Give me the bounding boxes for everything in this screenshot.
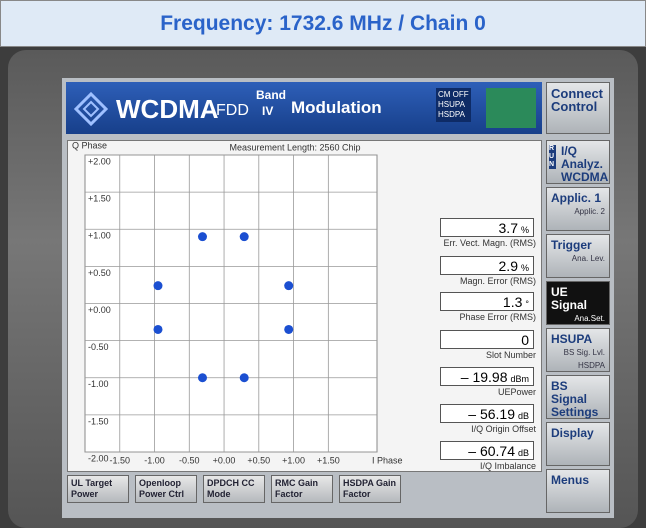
point [154,325,163,334]
x-axis-label: I Phase [372,455,403,465]
x-tick-label: +0.00 [213,455,236,465]
bottom-key[interactable]: Openloop Power Ctrl [135,475,197,503]
point [198,373,207,382]
value: 1.3 [503,294,522,310]
bottom-key[interactable]: DPDCH CC Mode [203,475,265,503]
y-tick-label: -1.50 [88,416,109,426]
measurement-label: I/Q Imbalance [400,461,536,471]
y-tick-label: +0.00 [88,305,111,315]
x-tick-label: +0.50 [247,455,270,465]
point [284,325,293,334]
x-tick-label: +1.00 [282,455,305,465]
bottom-key[interactable]: RMC Gain Factor [271,475,333,503]
softkey-label: UE Signal [551,286,605,312]
softkey[interactable]: Menus [546,469,610,513]
softkey-sub: Ana. Lev. [551,252,605,265]
run-indicator: RUN [549,145,556,169]
softkey-sub: Ana.Set. [551,312,605,325]
x-tick-label: +1.50 [317,455,340,465]
x-tick-label: -1.00 [144,455,165,465]
chart-subtitle: Measurement Length: 2560 Chip [229,142,360,152]
measurement-label: UEPower [400,387,536,397]
measurement-label: Phase Error (RMS) [400,312,536,322]
unit: dB [518,448,529,458]
softkey-label: BS Signal Settings [551,380,605,419]
bottom-key[interactable]: UL Target Power [67,475,129,503]
measurement-label: Magn. Error (RMS) [400,276,536,286]
measurement-label: Slot Number [400,350,536,360]
measurement-value: 0 [440,330,534,349]
page: Frequency: 1732.6 MHz / Chain 0 WCDMA FD… [0,0,646,528]
value: – 56.19 [468,406,515,422]
unit: dB [518,411,529,421]
point [284,281,293,290]
point [198,232,207,241]
softkey-label: HSUPA [551,333,605,346]
value: – 19.98 [461,369,508,385]
softkey-label: Display [551,427,605,440]
softkey-sub: BS Sig. Lvl. HSDPA [551,346,605,372]
measurement-value: 1.3° [440,292,534,311]
y-axis-label: Q Phase [72,140,107,150]
softkey[interactable]: Display [546,422,610,466]
bottom-key[interactable]: HSDPA Gain Factor [339,475,401,503]
y-tick-label: +1.50 [88,194,111,204]
y-tick-label: +1.00 [88,231,111,241]
point [154,281,163,290]
softkey-label: Applic. 1 [551,192,605,205]
softkey[interactable]: BS Signal Settings [546,375,610,419]
x-tick-label: -0.50 [179,455,200,465]
measurement-label: I/Q Origin Offset [400,424,536,434]
unit: ° [525,299,529,309]
y-tick-label: -1.00 [88,379,109,389]
point [240,232,249,241]
unit: % [521,225,529,235]
softkey-label: I/Q Analyz. WCDMA [561,145,605,184]
measurement-value: 2.9% [440,256,534,275]
softkey-sub: Applic. 2 [551,205,605,218]
y-tick-label: -2.00 [88,453,109,463]
value: 3.7 [499,220,518,236]
softkey[interactable]: RUN I/Q Analyz. WCDMA [546,140,610,184]
y-tick-label: +0.50 [88,268,111,278]
value: 0 [521,332,529,348]
value: – 60.74 [468,443,515,459]
softkey-label: Trigger [551,239,605,252]
measurement-value: 3.7% [440,218,534,237]
y-tick-label: -0.50 [88,342,109,352]
unit: dBm [510,374,529,384]
y-tick-label: +2.00 [88,156,111,166]
unit: % [521,263,529,273]
measurement-label: Err. Vect. Magn. (RMS) [400,238,536,248]
x-tick-label: -1.50 [110,455,131,465]
softkey-label: Menus [551,474,605,487]
point [240,373,249,382]
value: 2.9 [499,258,518,274]
